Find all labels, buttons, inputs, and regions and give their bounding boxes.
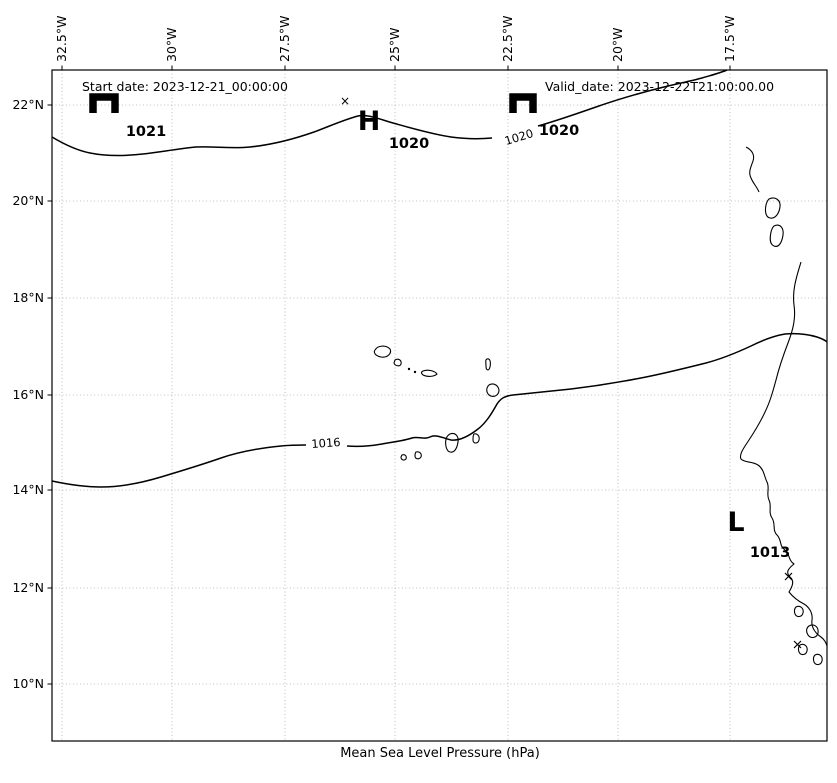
longitude-gridlines (61, 70, 731, 741)
isobar-1020-west-segment (51, 114, 493, 157)
isobar-1020-label: 1020 (503, 126, 535, 148)
plot-border (51, 69, 828, 742)
island-santiago (445, 432, 459, 453)
lat-tick-label-5: 12°N (12, 580, 44, 595)
island-sao-nicolau (420, 369, 438, 377)
start-date-annotation: Start date: 2023-12-21_00:00:00 (82, 79, 288, 94)
lat-tick-label-0: 22°N (12, 97, 44, 112)
isobar-1020-east-segment (537, 69, 728, 127)
high-west-value: 1021 (126, 124, 166, 140)
high-symbol: H (358, 106, 381, 137)
coast-cross-markers (784, 572, 802, 649)
coastline-cap-blanc (745, 146, 760, 193)
lat-tick-label-6: 10°N (12, 676, 44, 691)
lon-tick-label-4: 22.5°W (500, 16, 515, 62)
lon-tick-label-1: 30°W (164, 27, 179, 62)
islet-dot-2 (413, 370, 417, 374)
lon-tick-label-5: 20°W (610, 27, 625, 62)
isobar-1016-label: 1016 (311, 435, 341, 451)
low-value: 1013 (750, 545, 790, 561)
valid-date-annotation: Valid_date: 2023-12-22T21:00:00.00 (545, 79, 774, 94)
coastline-arguin-island-2 (769, 224, 784, 247)
latitude-gridlines (52, 104, 827, 685)
island-boa-vista (486, 383, 500, 397)
top-tick-marks (61, 65, 731, 70)
lon-tick-label-0: 32.5°W (54, 16, 69, 62)
lat-tick-label-4: 14°N (12, 482, 44, 497)
lat-tick-label-3: 16°N (12, 387, 44, 402)
island-santo-antao (373, 345, 392, 358)
island-maio (472, 433, 480, 444)
low-symbol: L (727, 507, 744, 538)
high-center-cross-icon: × (340, 94, 350, 108)
high-east-value: 1020 (539, 123, 579, 139)
island-sao-vicente (393, 358, 402, 367)
isobar-1016-west-segment (51, 444, 307, 488)
island-brava (400, 454, 407, 461)
left-tick-marks (47, 104, 52, 685)
island-sal (485, 358, 491, 371)
cabo-verde-islands (373, 345, 500, 461)
lon-tick-label-3: 25°W (387, 27, 402, 62)
clipped-high-marker-west (89, 93, 119, 113)
lat-tick-label-1: 20°N (12, 193, 44, 208)
coastline-arguin-island-1 (764, 197, 781, 219)
island-fogo (414, 451, 422, 460)
coastline-bissagos-islands (793, 605, 823, 666)
islet-dot-1 (407, 367, 411, 371)
coastline-main (739, 261, 828, 647)
figure-caption: Mean Sea Level Pressure (hPa) (340, 746, 540, 761)
lon-tick-label-2: 27.5°W (277, 16, 292, 62)
clipped-high-marker-east (509, 93, 537, 113)
lat-tick-label-2: 18°N (12, 290, 44, 305)
high-main-value: 1020 (389, 136, 429, 152)
isobar-1016-east-segment (346, 332, 828, 448)
lon-tick-label-6: 17.5°W (722, 16, 737, 62)
